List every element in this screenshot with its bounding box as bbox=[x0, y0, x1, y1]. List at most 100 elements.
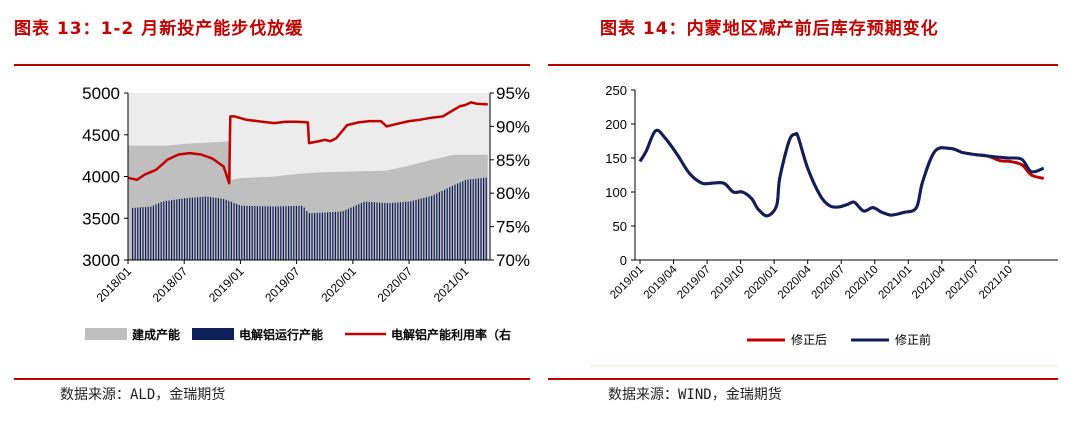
running-capacity-bar bbox=[165, 200, 167, 260]
running-capacity-bar bbox=[324, 212, 326, 260]
running-capacity-bar bbox=[142, 207, 144, 260]
title-divider bbox=[548, 64, 1058, 66]
x-tick-label: 2020/07 bbox=[375, 264, 416, 305]
running-capacity-bar bbox=[334, 211, 336, 260]
running-capacity-bar bbox=[228, 200, 230, 260]
running-capacity-bar bbox=[423, 197, 425, 260]
x-tick-label: 2018/01 bbox=[94, 264, 135, 305]
running-capacity-bar bbox=[288, 206, 290, 260]
running-capacity-bar bbox=[477, 178, 479, 260]
x-tick-label: 2021/10 bbox=[977, 264, 1015, 302]
running-capacity-bar bbox=[137, 207, 139, 260]
source-divider bbox=[548, 378, 1058, 380]
running-capacity-bar bbox=[264, 206, 266, 260]
running-capacity-bar bbox=[457, 183, 459, 260]
x-tick-label: 2020/07 bbox=[809, 264, 847, 302]
running-capacity-bar bbox=[269, 206, 271, 260]
running-capacity-bar bbox=[384, 203, 386, 260]
running-capacity-bar bbox=[402, 202, 404, 260]
running-capacity-bar bbox=[233, 202, 235, 260]
right-chart-panel: 图表 14：内蒙地区减产前后库存预期变化 0 50 100 150 200 250 2019… bbox=[548, 0, 1080, 422]
x-tick-label: 2021/01 bbox=[877, 264, 915, 302]
x-tick-label: 2020/01 bbox=[318, 264, 359, 305]
x-tick-label: 2019/07 bbox=[675, 264, 713, 302]
left-chart-title: 图表 13：1-2 月新投产能步伐放缓 bbox=[14, 19, 304, 39]
running-capacity-bar bbox=[433, 194, 435, 260]
running-capacity-bar bbox=[394, 202, 396, 260]
running-capacity-bar bbox=[314, 212, 316, 260]
running-capacity-bar bbox=[280, 206, 282, 260]
y2-tick-label: 95% bbox=[496, 84, 530, 103]
running-capacity-bar bbox=[176, 199, 178, 260]
running-capacity-bar bbox=[392, 202, 394, 260]
running-capacity-bar bbox=[451, 185, 453, 260]
running-capacity-bar bbox=[230, 201, 232, 260]
running-capacity-bar bbox=[340, 211, 342, 260]
x-tick-label: 2020/04 bbox=[776, 263, 814, 301]
legend-label-built: 建成产能 bbox=[131, 327, 180, 342]
running-capacity-bar bbox=[275, 206, 277, 260]
running-capacity-bar bbox=[259, 206, 261, 260]
running-capacity-bar bbox=[332, 212, 334, 260]
running-capacity-bar bbox=[337, 211, 339, 260]
legend-label-util: 电解铝产能利用率（右 bbox=[391, 327, 511, 342]
y-tick-label: 4000 bbox=[82, 168, 120, 187]
running-capacity-bar bbox=[462, 181, 464, 260]
running-capacity-bar bbox=[285, 206, 287, 260]
running-capacity-bar bbox=[282, 206, 284, 260]
running-capacity-bar bbox=[256, 206, 258, 260]
running-capacity-bar bbox=[132, 207, 134, 260]
y-tick-label: 3000 bbox=[82, 251, 120, 270]
y-tick-label: 5000 bbox=[82, 84, 120, 103]
running-capacity-bar bbox=[410, 201, 412, 260]
running-capacity-bar bbox=[319, 212, 321, 260]
running-capacity-bar bbox=[202, 196, 204, 260]
running-capacity-bar bbox=[366, 201, 368, 260]
y-tick-label: 50 bbox=[613, 219, 627, 234]
running-capacity-bar bbox=[350, 207, 352, 260]
running-capacity-bar bbox=[431, 195, 433, 260]
running-capacity-bar bbox=[171, 200, 173, 260]
title-divider bbox=[14, 64, 530, 66]
running-capacity-bar bbox=[342, 211, 344, 260]
y-tick-label: 250 bbox=[605, 83, 627, 98]
source-divider bbox=[14, 378, 530, 380]
running-capacity-bar bbox=[379, 202, 381, 260]
running-capacity-bar bbox=[199, 197, 201, 260]
y2-tick-label: 70% bbox=[496, 251, 530, 270]
running-capacity-bar bbox=[194, 197, 196, 260]
running-capacity-bar bbox=[407, 201, 409, 260]
running-capacity-bar bbox=[134, 207, 136, 260]
x-tick-label: 2019/04 bbox=[642, 263, 680, 301]
y2-tick-label: 75% bbox=[496, 218, 530, 237]
legend-label-running: 电解铝运行产能 bbox=[239, 327, 323, 342]
x-tick-label: 2019/07 bbox=[262, 264, 303, 305]
running-capacity-bar bbox=[220, 198, 222, 260]
running-capacity-bar bbox=[449, 187, 451, 260]
running-capacity-bar bbox=[293, 205, 295, 260]
running-capacity-bar bbox=[358, 204, 360, 260]
running-capacity-bar bbox=[212, 197, 214, 260]
running-capacity-bar bbox=[168, 200, 170, 260]
legend-label-after: 修正后 bbox=[791, 332, 827, 347]
running-capacity-bar bbox=[444, 189, 446, 260]
running-capacity-bar bbox=[386, 203, 388, 260]
running-capacity-bar bbox=[480, 178, 482, 260]
running-capacity-bar bbox=[467, 179, 469, 260]
running-capacity-bar bbox=[155, 204, 157, 260]
running-capacity-bar bbox=[311, 213, 313, 260]
running-capacity-bar bbox=[303, 207, 305, 260]
running-capacity-bar bbox=[360, 203, 362, 260]
running-capacity-bar bbox=[472, 179, 474, 260]
running-capacity-bar bbox=[415, 199, 417, 260]
running-capacity-bar bbox=[217, 198, 219, 260]
legend-swatch-running bbox=[192, 328, 234, 340]
running-capacity-bar bbox=[139, 207, 141, 260]
running-capacity-bar bbox=[191, 197, 193, 260]
running-capacity-bar bbox=[197, 197, 199, 260]
running-capacity-bar bbox=[215, 197, 217, 260]
right-chart-title: 图表 14：内蒙地区减产前后库存预期变化 bbox=[600, 19, 939, 39]
x-tick-label: 2021/07 bbox=[944, 264, 982, 302]
running-capacity-bar bbox=[290, 206, 292, 260]
running-capacity-bar bbox=[243, 205, 245, 260]
